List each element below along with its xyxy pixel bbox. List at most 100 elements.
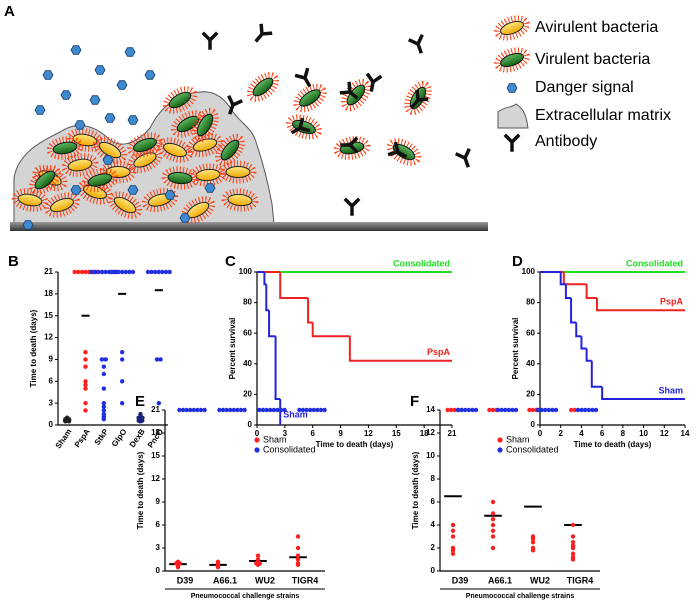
data-point bbox=[499, 407, 504, 413]
data-point bbox=[83, 269, 88, 275]
y-tick-label: 80 bbox=[526, 298, 535, 307]
data-point bbox=[593, 407, 599, 413]
data-point bbox=[231, 407, 236, 413]
x-tick-label: 15 bbox=[392, 429, 401, 438]
data-point bbox=[295, 557, 301, 562]
data-point bbox=[103, 269, 108, 275]
data-point bbox=[553, 407, 559, 413]
data-point bbox=[539, 407, 544, 413]
data-point bbox=[583, 407, 588, 413]
y-tick-label: 80 bbox=[243, 298, 252, 307]
y-tick-label: 9 bbox=[49, 355, 54, 364]
data-point bbox=[450, 548, 456, 553]
data-point bbox=[495, 407, 501, 413]
data-point bbox=[83, 364, 88, 369]
y-tick-label: 6 bbox=[49, 376, 54, 385]
x-tick-label: TIGR4 bbox=[567, 575, 594, 585]
data-point bbox=[130, 269, 136, 275]
x-tick-label: TIGR4 bbox=[292, 575, 319, 585]
x-tick-label: 3 bbox=[283, 429, 288, 438]
x-tick-label: 6 bbox=[600, 429, 605, 438]
y-tick-label: 60 bbox=[243, 328, 252, 337]
data-point bbox=[278, 407, 284, 413]
data-point bbox=[449, 407, 454, 413]
data-point bbox=[513, 407, 519, 413]
data-point bbox=[123, 269, 128, 275]
data-point bbox=[546, 407, 551, 413]
x-axis-title: Pneumococcal challenge strains bbox=[191, 593, 300, 600]
y-tick-label: 100 bbox=[239, 267, 253, 276]
data-point bbox=[156, 269, 162, 275]
data-point bbox=[101, 386, 107, 391]
data-point bbox=[92, 269, 98, 275]
data-point bbox=[101, 400, 107, 406]
x-tick-label: 10 bbox=[639, 429, 648, 438]
data-point bbox=[463, 407, 468, 413]
y-tick-label: 12 bbox=[426, 428, 435, 437]
x-tick-label: A66.1 bbox=[213, 575, 237, 585]
data-point bbox=[490, 511, 496, 516]
data-point bbox=[264, 407, 269, 413]
y-tick-label: 20 bbox=[526, 390, 535, 399]
y-tick-label: 100 bbox=[522, 267, 536, 276]
data-point bbox=[455, 407, 461, 413]
data-point bbox=[450, 522, 456, 528]
survival-step bbox=[263, 272, 267, 286]
y-tick-label: 3 bbox=[49, 398, 54, 407]
survival-step bbox=[564, 284, 572, 300]
x-tick-label: StkP bbox=[93, 427, 111, 447]
data-point bbox=[487, 407, 492, 413]
data-point bbox=[315, 407, 320, 413]
data-point bbox=[153, 269, 158, 275]
y-tick-label: 0 bbox=[431, 566, 436, 575]
survival-step bbox=[311, 322, 350, 338]
x-tick-label: 6 bbox=[310, 429, 315, 438]
legend-marker bbox=[497, 437, 503, 443]
x-tick-label: D39 bbox=[452, 575, 469, 585]
data-point bbox=[490, 517, 496, 522]
data-point bbox=[490, 407, 496, 413]
data-point bbox=[295, 534, 301, 539]
data-point bbox=[96, 269, 101, 275]
x-tick-label: WU2 bbox=[255, 575, 275, 585]
data-point bbox=[473, 407, 479, 413]
diagram-panel: A bbox=[4, 3, 671, 231]
data-point bbox=[217, 407, 222, 413]
panel-label: E bbox=[135, 393, 145, 410]
data-point bbox=[149, 269, 154, 275]
x-tick-label: DexB bbox=[128, 427, 147, 449]
survival-step bbox=[268, 310, 276, 338]
y-axis-title: Percent survival bbox=[511, 318, 520, 380]
y-tick-label: 14 bbox=[426, 405, 435, 414]
data-point bbox=[572, 407, 577, 413]
data-point bbox=[459, 407, 464, 413]
data-point bbox=[255, 553, 261, 558]
data-point bbox=[99, 357, 105, 362]
data-point bbox=[297, 407, 302, 413]
chart-panel: B 0 3 6 9 12 15 18 21 Time to death (days) Sham Psp… bbox=[8, 253, 172, 450]
data-point bbox=[154, 357, 160, 362]
chart-panel: C 0 20 40 60 80 100 Percent survival 0 3 6 9 12 15 18 2… bbox=[225, 253, 457, 449]
y-axis-title: Percent survival bbox=[228, 318, 237, 380]
survival-step bbox=[348, 336, 452, 362]
x-tick-label: 12 bbox=[660, 429, 669, 438]
y-tick-label: 18 bbox=[151, 428, 160, 437]
series-label: Consolidated bbox=[626, 258, 683, 268]
data-point bbox=[530, 540, 536, 545]
data-point bbox=[167, 269, 172, 275]
x-tick-label: 0 bbox=[255, 429, 260, 438]
data-point bbox=[275, 407, 280, 413]
data-point bbox=[140, 415, 145, 420]
legend-marker bbox=[497, 447, 503, 453]
data-point bbox=[224, 407, 229, 413]
x-axis-title: Time to death (days) bbox=[316, 440, 394, 449]
data-point bbox=[570, 522, 576, 528]
legend-label: Extracellular matrix bbox=[535, 107, 671, 124]
y-tick-label: 15 bbox=[44, 311, 53, 320]
y-tick-label: 0 bbox=[156, 566, 161, 575]
data-point bbox=[101, 364, 107, 369]
y-tick-label: 3 bbox=[156, 543, 161, 552]
data-point bbox=[198, 407, 204, 413]
y-axis-title: Time to death (days) bbox=[411, 451, 420, 529]
x-tick-label: D39 bbox=[177, 575, 194, 585]
